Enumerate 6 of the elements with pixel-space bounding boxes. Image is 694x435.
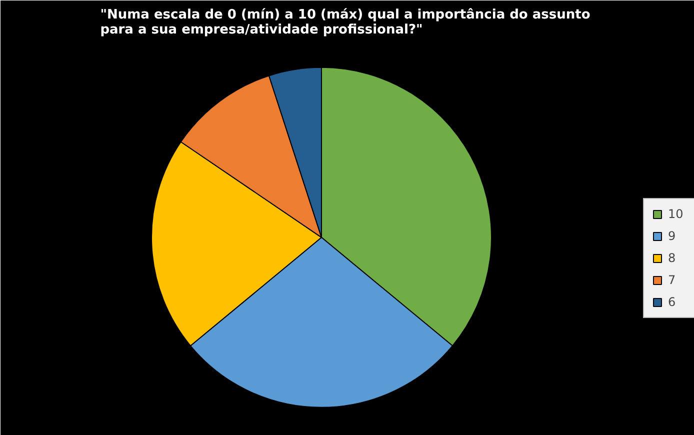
chart-title: "Numa escala de 0 (mín) a 10 (máx) qual a importância do assunto para a sua empresa/atividade profissional?" xyxy=(100,8,590,38)
legend-label: 9 xyxy=(668,229,677,243)
legend-label: 8 xyxy=(668,251,677,265)
legend-label: 10 xyxy=(668,207,684,221)
legend-label: 7 xyxy=(668,273,677,287)
legend-label: 6 xyxy=(668,295,677,309)
